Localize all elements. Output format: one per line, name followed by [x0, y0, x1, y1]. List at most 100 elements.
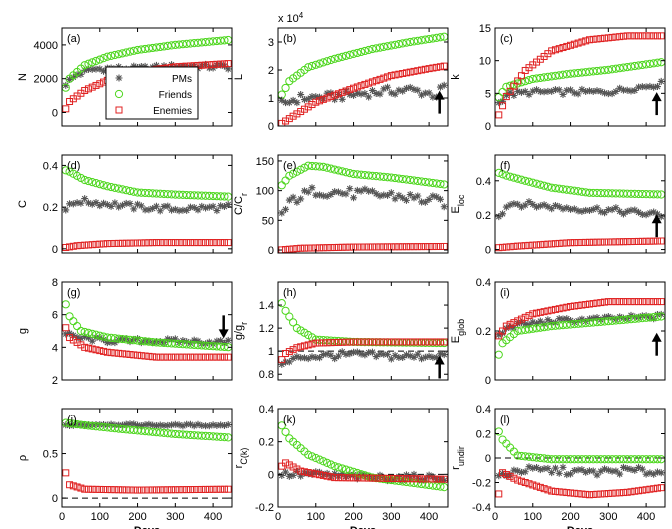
y-axis-label: g [17, 328, 29, 334]
data-point-pms [183, 420, 191, 428]
data-point-enemies [183, 353, 191, 361]
data-point-enemies [436, 243, 444, 251]
data-point-friends [289, 318, 298, 327]
y-tick-label: 10 [479, 56, 491, 68]
data-point-enemies [540, 308, 548, 316]
data-point-pms [418, 198, 426, 206]
data-point-friends [330, 462, 339, 471]
data-point-pms [521, 468, 529, 476]
data-point-pms [421, 353, 429, 361]
data-point-pms [111, 339, 119, 347]
data-point-pms [384, 350, 392, 358]
data-point-pms [533, 320, 541, 328]
data-point-enemies [414, 338, 422, 346]
data-point-pms [612, 467, 620, 475]
data-point-friends [122, 186, 131, 195]
data-point-friends [341, 465, 351, 474]
x-tick-label: 300 [382, 511, 400, 523]
data-point-pms [440, 476, 448, 484]
data-point-pms [387, 189, 395, 197]
data-point-enemies [433, 243, 441, 251]
data-point-pms [202, 422, 210, 430]
data-point-enemies [391, 474, 399, 482]
data-point-enemies [574, 302, 582, 310]
data-point-friends [498, 87, 507, 97]
data-point-enemies [593, 490, 601, 498]
data-point-friends [125, 47, 135, 56]
data-point-pms [115, 203, 123, 211]
data-point-enemies [316, 339, 324, 347]
data-point-pms [194, 206, 202, 214]
data-point-enemies [384, 243, 392, 251]
data-point-pms [213, 61, 221, 69]
data-point-pms [88, 200, 96, 208]
data-point-pms [62, 81, 70, 89]
data-point-enemies [570, 302, 578, 310]
data-point-pms [304, 95, 312, 103]
data-point-enemies [62, 469, 70, 477]
data-point-enemies [186, 239, 194, 247]
y-axis-label: rC(k) [233, 448, 249, 469]
data-point-enemies [213, 60, 221, 68]
data-point-enemies [387, 72, 395, 80]
data-point-friends [220, 36, 229, 45]
data-point-enemies [346, 338, 354, 346]
data-point-pms [316, 354, 324, 362]
data-point-pms [540, 88, 548, 96]
data-point-enemies [300, 105, 308, 113]
data-point-enemies [361, 243, 369, 251]
data-point-pms [502, 324, 510, 332]
data-point-enemies [285, 115, 293, 123]
data-point-enemies [533, 309, 541, 317]
data-point-enemies [285, 461, 293, 469]
data-point-pms [414, 350, 422, 358]
data-point-pms [205, 422, 213, 430]
data-point-pms [308, 93, 316, 101]
data-point-pms [164, 421, 172, 429]
data-point-pms [623, 464, 631, 472]
data-point-enemies [278, 119, 286, 126]
data-point-enemies [578, 301, 586, 309]
y-tick-label: 15 [479, 23, 491, 35]
data-point-enemies [327, 244, 335, 252]
markers-k [278, 421, 448, 492]
data-point-enemies [653, 298, 661, 306]
data-point-pms [578, 207, 586, 215]
data-point-pms [141, 206, 149, 214]
data-point-pms [421, 476, 429, 484]
data-point-enemies [570, 40, 578, 48]
markers-l [495, 427, 665, 499]
data-point-enemies [217, 60, 225, 68]
data-point-pms [391, 195, 399, 203]
data-point-pms [593, 204, 601, 212]
data-point-pms [62, 206, 70, 214]
data-point-enemies [399, 70, 407, 77]
data-point-pms [285, 196, 293, 204]
axes-box [494, 27, 666, 127]
data-point-friends [498, 170, 507, 179]
data-point-pms [429, 93, 437, 101]
data-point-pms [145, 420, 153, 428]
data-point-friends [330, 54, 339, 63]
data-point-pms [282, 205, 290, 213]
data-point-friends [521, 77, 530, 86]
x-tick-label: 100 [91, 511, 109, 523]
data-point-friends [528, 178, 537, 187]
data-point-enemies [436, 338, 444, 346]
data-point-friends [311, 453, 320, 463]
data-point-pms [361, 90, 369, 98]
data-point-pms [402, 471, 410, 479]
data-point-enemies [81, 343, 89, 351]
data-point-friends [65, 312, 74, 321]
data-point-pms [495, 213, 503, 221]
data-point-pms [100, 199, 108, 207]
data-point-pms [536, 202, 544, 210]
markers-h [278, 299, 448, 368]
data-point-pms [495, 99, 503, 107]
data-point-pms [612, 204, 620, 212]
data-point-pms [525, 321, 533, 329]
data-point-enemies [118, 486, 126, 494]
data-point-enemies [506, 320, 514, 328]
data-point-enemies [353, 338, 361, 346]
